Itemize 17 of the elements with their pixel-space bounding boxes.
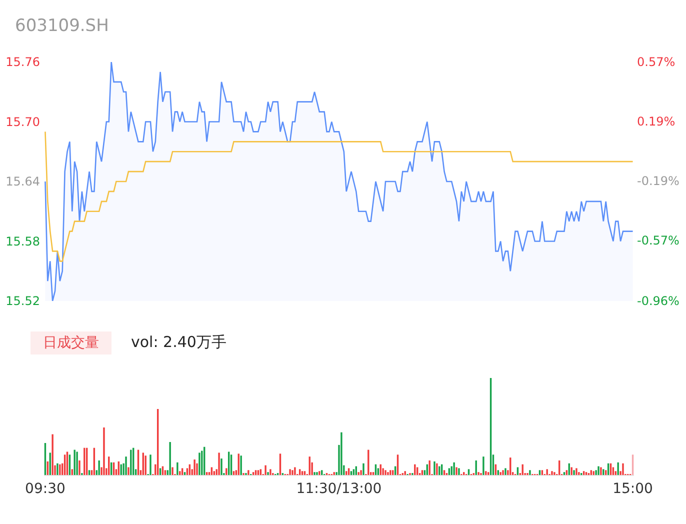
y-tick-label: 15.76 — [6, 55, 40, 70]
line-series — [44, 131, 634, 262]
text: vol: 2.40万手 — [131, 333, 226, 351]
x-tick-label: 09:30 — [25, 480, 66, 497]
x-tick-label: 11:30/13:00 — [296, 480, 382, 497]
y2-tick-label: 0.57% — [637, 55, 676, 70]
y-tick-label: 15.58 — [6, 234, 40, 248]
y2-tick-label: -0.57% — [637, 233, 680, 248]
y-tick-label: 15.70 — [6, 114, 40, 129]
chart-title: 603109.SH — [15, 16, 109, 36]
y-tick-label: 15.52 — [6, 294, 40, 308]
y-tick-label: 15.64 — [6, 174, 40, 189]
y2-tick-label: -0.96% — [637, 294, 680, 308]
x-tick-label: 15:00 — [612, 480, 653, 497]
chart-title: 日成交量 — [43, 335, 99, 351]
y2-tick-label: 0.19% — [637, 114, 676, 129]
y2-tick-label: -0.19% — [637, 174, 680, 188]
